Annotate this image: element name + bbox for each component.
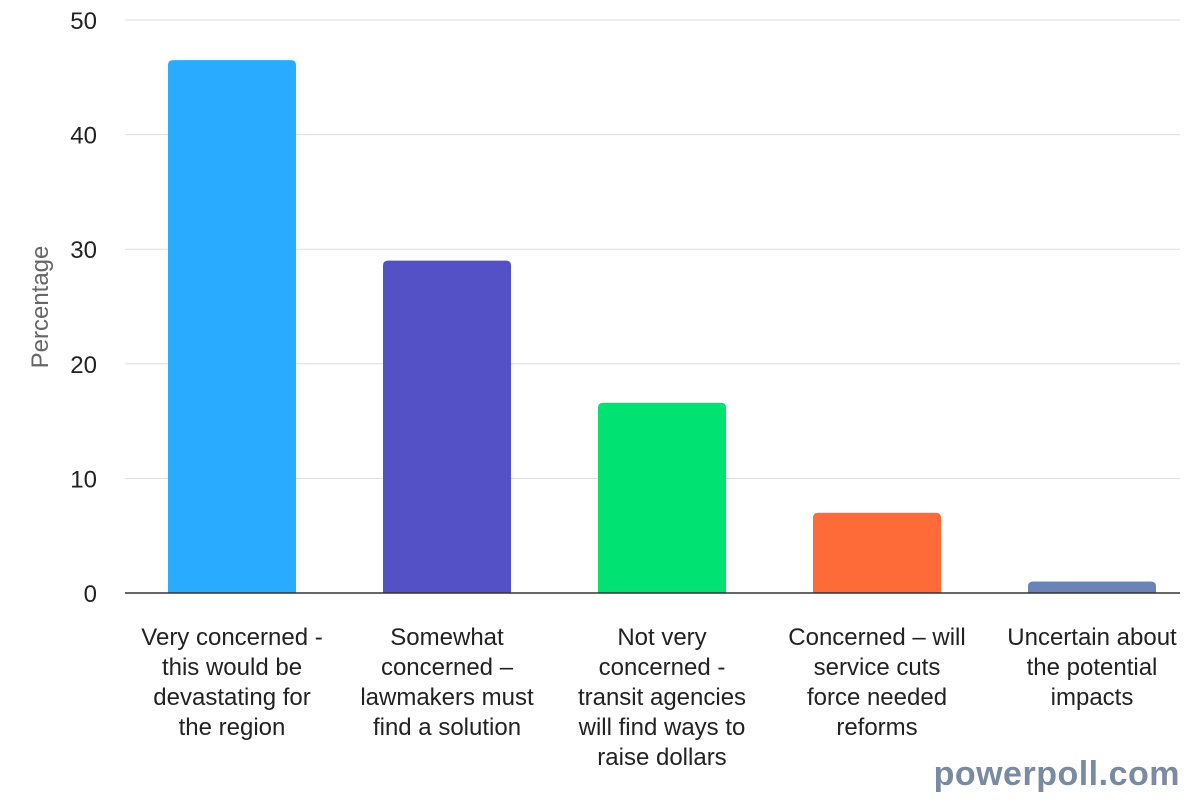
x-category-label-line: concerned – [381,654,514,681]
x-category-label-line: service cuts [814,654,941,681]
y-tick-label: 50 [70,8,97,35]
x-category-label-line: concerned - [599,654,726,681]
x-category-label-line: Somewhat [390,624,504,651]
x-category-label-line: find a solution [373,714,521,741]
x-category-label-line: impacts [1051,684,1134,711]
x-category-label: Not very concerned - transit agencies will … [578,624,746,771]
x-category-label: Somewhat concerned – lawmakers must find a … [360,624,534,741]
bar [813,512,941,593]
bar [383,260,511,593]
bars [168,60,1156,594]
x-category-label-line: devastating for [153,684,310,711]
bar [1028,581,1156,593]
powerpoll-logo-text: powerpoll.com [933,755,1180,793]
x-category-label-line: transit agencies [578,684,746,711]
y-tick-label: 20 [70,352,97,379]
y-tick-label: 10 [70,466,97,493]
y-tick-label: 40 [70,123,97,150]
x-category-label-line: force needed [807,684,947,711]
x-category-label-line: the region [179,714,286,741]
x-category-label-line: lawmakers must [360,684,534,711]
x-category-label-line: reforms [836,714,917,741]
x-category-label-line: Uncertain about [1007,624,1177,651]
x-category-label-line: will find ways to [578,714,746,741]
x-category-label: Concerned – will service cuts force needed… [788,624,965,741]
x-category-label-line: raise dollars [597,744,726,771]
gridlines [125,19,1180,479]
bar [598,402,726,593]
x-category-label: Uncertain about the potential impacts [1007,624,1177,711]
axes: 0 10 20 30 40 50 Very concerned - this would be… [70,8,1180,771]
x-category-label-line: Very concerned - [141,624,322,651]
bar [168,60,296,594]
x-category-label-line: the potential [1027,654,1158,681]
y-tick-label: 0 [84,581,97,608]
x-category-label-line: Not very [617,624,706,651]
y-axis-label: Percentage [27,246,54,369]
y-tick-label: 30 [70,237,97,264]
x-category-label: Very concerned - this would be devastating… [141,624,322,741]
x-category-label-line: Concerned – will [788,624,965,651]
x-category-label-line: this would be [162,654,302,681]
